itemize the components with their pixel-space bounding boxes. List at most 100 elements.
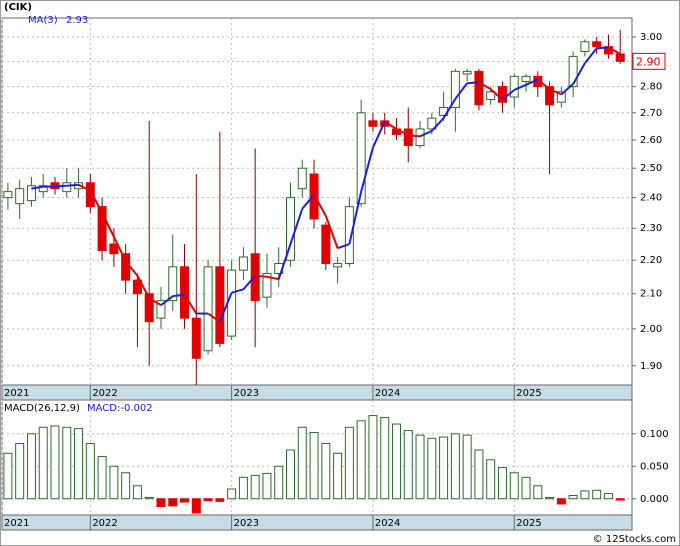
ma-line <box>66 183 79 187</box>
candle-body <box>262 272 272 298</box>
ma-line <box>396 128 409 137</box>
y-tick-label: 2.00 <box>640 324 662 335</box>
candle-body <box>568 55 578 88</box>
candle-body <box>497 86 507 103</box>
macd-bar <box>603 493 613 500</box>
legend-value: 2.93 <box>66 15 88 26</box>
x-tick-label: 2021 <box>4 518 29 529</box>
ma-line <box>183 294 198 315</box>
ma-line <box>360 147 374 192</box>
macd-bar <box>309 431 319 500</box>
macd-bar <box>474 449 484 500</box>
candle-body <box>344 206 354 265</box>
price-label: 2.90 <box>636 55 661 68</box>
macd-bar <box>545 496 555 500</box>
ma-line <box>513 83 527 91</box>
candle-body <box>109 243 119 255</box>
ma-line <box>231 288 244 294</box>
ma-line <box>537 78 551 90</box>
macd-bar <box>344 426 354 500</box>
ma-line <box>31 185 44 190</box>
y-tick-label: 2.40 <box>640 193 662 204</box>
y-tick-label: 1.90 <box>640 361 662 372</box>
x-tick-label: 2022 <box>92 518 117 529</box>
candle-body <box>297 167 307 190</box>
ma-line <box>289 208 304 245</box>
candle-body <box>615 53 625 62</box>
macd-bar <box>121 472 131 500</box>
y-tick-label: 2.30 <box>640 223 662 234</box>
ma-line <box>277 243 292 280</box>
x-tick-label: 2021 <box>4 388 29 399</box>
candle-body <box>509 75 519 98</box>
ma-line <box>324 215 339 249</box>
macd-bar <box>580 490 590 500</box>
y-tick-label: 2.10 <box>640 289 662 300</box>
macd-bar <box>38 426 48 500</box>
ma-line <box>442 98 457 119</box>
macd-bar <box>556 498 566 505</box>
ma-line <box>218 292 233 323</box>
macd-bar <box>415 434 425 500</box>
candle-body <box>97 206 107 251</box>
candle-body <box>156 300 166 319</box>
candle-body <box>462 70 472 75</box>
macd-bar <box>15 443 25 500</box>
candle-body <box>592 41 602 48</box>
macd-bar <box>509 472 519 500</box>
candle-body <box>203 266 213 352</box>
x-tick-label: 2024 <box>375 518 400 529</box>
x-tick-label: 2023 <box>234 518 259 529</box>
candle-body <box>321 224 331 265</box>
candle-body <box>580 41 590 52</box>
candle-body <box>368 120 378 127</box>
candle-body <box>62 182 72 193</box>
x-tick-label: 2025 <box>516 388 541 399</box>
y-tick-label: 0.000 <box>640 494 669 505</box>
ma-line <box>89 190 103 214</box>
macd-bar <box>521 476 531 500</box>
macd-bar <box>333 452 343 500</box>
candle-body <box>238 256 248 271</box>
candle-body <box>486 91 496 101</box>
candle-body <box>26 185 36 202</box>
macd-bar <box>568 495 578 500</box>
ma-line <box>313 194 327 217</box>
macd-bar <box>615 498 625 501</box>
macd-bar <box>592 489 602 500</box>
ma-line <box>372 121 386 148</box>
candle-body <box>474 70 484 106</box>
ma-line <box>607 46 621 55</box>
legend-name: MA(3) <box>28 15 58 26</box>
macd-bar <box>26 433 36 500</box>
macd-bar <box>486 459 496 500</box>
candle-body <box>521 75 531 82</box>
ma-line <box>584 47 598 64</box>
macd-bar <box>168 498 178 507</box>
macd-bar <box>180 498 190 503</box>
copyright: © 12Stocks.com <box>593 534 676 545</box>
macd-bar <box>427 437 437 500</box>
macd-bar <box>203 498 213 502</box>
ma-line <box>501 89 515 101</box>
y-tick-label: 3.00 <box>640 32 662 43</box>
candle-body <box>450 70 460 108</box>
ma-line <box>54 184 67 188</box>
candle-body <box>3 191 13 199</box>
macd-bar <box>274 465 284 500</box>
macd-bar <box>297 426 307 500</box>
ma-line <box>207 312 221 323</box>
macd-bar <box>97 456 107 500</box>
ma-line <box>337 243 350 250</box>
candle-body <box>545 86 555 106</box>
macd-bar <box>132 485 142 500</box>
candle-body <box>85 182 95 208</box>
candle-body <box>144 293 154 323</box>
candle-body <box>191 317 201 359</box>
candle-body <box>556 91 566 103</box>
ma-line <box>136 275 151 299</box>
candle-body <box>180 266 190 319</box>
x-tick-label: 2025 <box>516 518 541 529</box>
ma-line <box>572 62 586 85</box>
candle-body <box>403 128 413 147</box>
